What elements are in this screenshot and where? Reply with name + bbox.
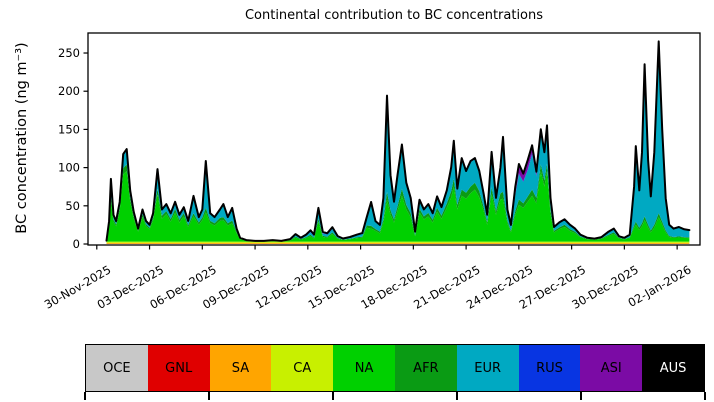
chart-title: Continental contribution to BC concentra… — [244, 8, 544, 23]
legend-label: AUS — [659, 360, 687, 376]
legend-item-NA: NA — [333, 345, 395, 391]
legend-axis-tick — [332, 392, 334, 400]
legend-axis-tick — [704, 392, 706, 400]
legend-item-AFR: AFR — [394, 345, 457, 391]
legend-label: ASI — [600, 360, 622, 376]
legend-label: RUS — [536, 360, 563, 376]
y-tick-label: 250 — [58, 46, 80, 60]
legend-axis-tick — [84, 392, 86, 400]
legend-label: OCE — [103, 360, 131, 376]
legend-item-OCE: OCE — [86, 345, 148, 391]
legend-item-EUR: EUR — [456, 345, 519, 391]
legend-axis-tick — [208, 392, 210, 400]
legend-strip: OCE GNL SA CA NA AFR EUR RUS ASI AUS — [85, 344, 705, 392]
y-tick-label: 0 — [73, 237, 80, 251]
y-tick-label: 150 — [58, 122, 80, 136]
area-NA — [106, 171, 690, 242]
y-tick-label: 100 — [58, 161, 80, 175]
legend-item-AUS: AUS — [642, 345, 704, 391]
area-CA — [106, 241, 690, 243]
y-tick-label: 200 — [58, 84, 80, 98]
area-SA — [106, 242, 690, 244]
legend-item-SA: SA — [209, 345, 272, 391]
legend-item-ASI: ASI — [580, 345, 643, 391]
legend-axis-tick — [580, 392, 582, 400]
legend-item-GNL: GNL — [147, 345, 210, 391]
total-line — [105, 40, 691, 242]
legend-item-RUS: RUS — [518, 345, 581, 391]
area-AFR — [106, 163, 690, 242]
legend-item-CA: CA — [271, 345, 334, 391]
legend-label: GNL — [165, 360, 193, 376]
plot-frame — [87, 32, 701, 246]
y-tick-label: 50 — [65, 199, 80, 213]
legend-label: NA — [354, 360, 374, 376]
legend-label: EUR — [474, 360, 502, 376]
legend-label: CA — [293, 360, 312, 376]
legend-axis-tick — [456, 392, 458, 400]
legend-label: SA — [231, 360, 250, 376]
legend-label: AFR — [413, 360, 439, 376]
